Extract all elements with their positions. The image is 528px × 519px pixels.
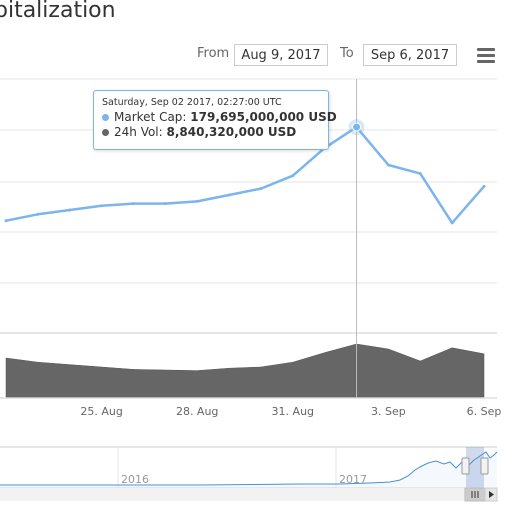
x-tick-label: 6. Sep	[466, 405, 502, 418]
navigator-year-label: 2016	[121, 473, 149, 486]
x-tick-label: 25. Aug	[80, 405, 123, 418]
chart-tooltip: Saturday, Sep 02 2017, 02:27:00 UTC Mark…	[93, 90, 337, 150]
to-label: To	[340, 46, 354, 61]
market-cap-point	[418, 172, 422, 176]
x-tick-label: 3. Sep	[371, 405, 406, 418]
navigator-selection	[466, 447, 484, 488]
to-date-input[interactable]: Sep 6, 2017	[363, 44, 457, 66]
from-label: From	[197, 46, 230, 61]
highlight-point	[352, 122, 362, 132]
market-cap-point	[386, 163, 390, 167]
market-cap-point	[36, 212, 40, 216]
navigator-right-handle-icon[interactable]	[480, 457, 489, 475]
market-cap-point	[68, 208, 72, 212]
chart-menu-icon[interactable]	[477, 48, 495, 64]
market-cap-point	[100, 204, 104, 208]
market-cap-dot-icon	[102, 114, 109, 121]
scroll-right-arrow-icon	[489, 491, 494, 498]
market-cap-point	[131, 202, 135, 206]
chart-title: pitalization	[0, 0, 116, 23]
navigator-left-handle-icon[interactable]	[461, 457, 470, 475]
navigator-line	[0, 451, 498, 486]
market-cap-point	[291, 174, 295, 178]
x-tick-label: 28. Aug	[175, 405, 219, 418]
tooltip-volume-value: 8,840,320,000 USD	[166, 125, 297, 139]
tooltip-market-cap-value: 179,695,000,000 USD	[190, 110, 337, 124]
x-tick-label: 31. Aug	[271, 405, 315, 418]
volume-area	[5, 343, 485, 398]
tooltip-header: Saturday, Sep 02 2017, 02:27:00 UTC	[102, 97, 282, 108]
navigator-year-label: 2017	[339, 473, 367, 486]
market-cap-point	[450, 221, 454, 225]
tooltip-row-volume: 24h Vol: 8,840,320,000 USD	[102, 125, 320, 140]
market-cap-point	[195, 199, 199, 203]
market-cap-point	[4, 219, 8, 223]
market-cap-point	[227, 193, 231, 197]
tooltip-market-cap-label: Market Cap:	[114, 110, 191, 124]
market-cap-point	[163, 202, 167, 206]
tooltip-volume-label: 24h Vol:	[114, 125, 167, 139]
tooltip-row-market-cap: Market Cap: 179,695,000,000 USD	[102, 110, 337, 125]
scrollbar-track[interactable]	[0, 488, 497, 501]
navigator-area	[0, 452, 497, 487]
market-cap-point	[482, 184, 486, 188]
from-date-input[interactable]: Aug 9, 2017	[234, 44, 328, 66]
market-cap-line	[5, 125, 485, 225]
market-cap-point	[259, 187, 263, 191]
volume-dot-icon	[102, 129, 109, 136]
